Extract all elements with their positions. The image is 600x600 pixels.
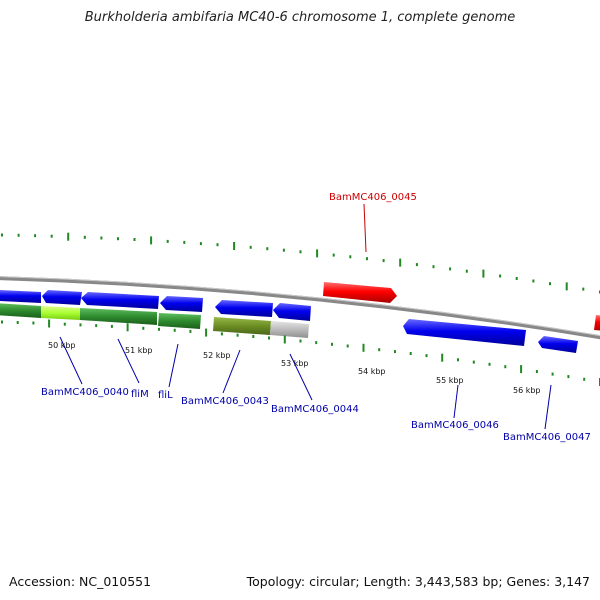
accession-label: Accession: NC_010551 (9, 574, 152, 589)
inner-tick-ring (1, 319, 600, 386)
gene-label-bammc406-0046[interactable]: BamMC406_0046 (411, 420, 499, 431)
gene-flim[interactable] (81, 292, 159, 309)
gene-flil[interactable] (160, 296, 203, 312)
scale-label-55kbp: 55 kbp (436, 376, 464, 385)
cog-band-5 (213, 317, 271, 335)
scale-label-54kbp: 54 kbp (358, 367, 386, 376)
gene-bammc406-0040[interactable] (42, 290, 82, 305)
gene-bammc406-0043[interactable] (215, 300, 273, 317)
chromosome-backbone (0, 276, 600, 340)
gene-label-flim[interactable]: fliM (131, 389, 149, 400)
scale-label-51kbp: 51 kbp (125, 346, 153, 355)
label-leaders (59, 203, 552, 430)
genome-summary: Topology: circular; Length: 3,443,583 bp… (246, 574, 590, 589)
outer-tick-ring (1, 232, 600, 294)
gene-next-forward[interactable] (594, 315, 600, 331)
gene-label-bammc406-0043[interactable]: BamMC406_0043 (181, 396, 269, 407)
scale-label-56kbp: 56 kbp (513, 386, 541, 395)
map-title: Burkholderia ambifaria MC40-6 chromosome… (84, 10, 516, 25)
gene-bammc406-0040-a[interactable] (0, 290, 41, 303)
cog-band-6 (270, 321, 309, 338)
gene-bammc406-0045[interactable] (323, 282, 397, 303)
gene-label-bammc406-0044[interactable]: BamMC406_0044 (271, 404, 359, 415)
scale-label-50kbp: 50 kbp (48, 341, 76, 350)
cog-band-2 (41, 306, 80, 320)
cog-band-3 (80, 308, 157, 325)
gene-label-bammc406-0047[interactable]: BamMC406_0047 (503, 432, 591, 443)
gene-bammc406-0047[interactable] (538, 336, 578, 353)
cog-band-1 (0, 303, 41, 318)
cog-band-4 (158, 313, 201, 329)
gene-bammc406-0046[interactable] (403, 319, 526, 346)
gene-label-bammc406-0045[interactable]: BamMC406_0045 (329, 192, 417, 203)
scale-label-52kbp: 52 kbp (203, 351, 231, 360)
gene-label-flil[interactable]: fliL (158, 390, 173, 401)
gene-bammc406-0044[interactable] (273, 303, 311, 321)
gene-label-bammc406-0040[interactable]: BamMC406_0040 (41, 387, 129, 398)
